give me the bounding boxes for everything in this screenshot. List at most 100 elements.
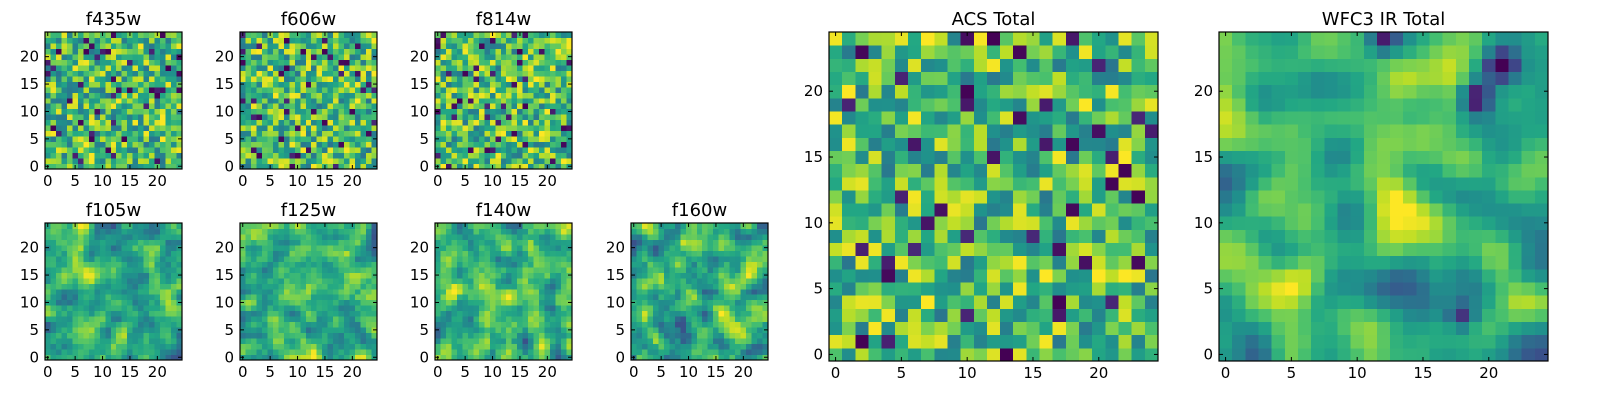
heatmap-cell [132, 266, 139, 273]
heatmap-cell [272, 233, 279, 240]
heatmap-cell [88, 59, 95, 66]
heatmap-cell [305, 147, 312, 154]
heatmap-cell [1065, 255, 1080, 270]
heatmap-cell [947, 176, 962, 191]
heatmap-cell [366, 53, 373, 60]
heatmap-cell [105, 53, 112, 60]
heatmap-cell [110, 158, 117, 165]
heatmap-cell [522, 305, 529, 312]
heatmap-cell [561, 163, 568, 170]
heatmap-cell [267, 228, 274, 235]
heatmap-cell [696, 338, 703, 345]
heatmap-cell [440, 316, 447, 323]
heatmap-cell [669, 223, 676, 229]
x-tick-label: 10 [483, 363, 502, 381]
heatmap-cell [371, 310, 378, 317]
heatmap-cell [489, 136, 496, 143]
heatmap-cell [349, 92, 356, 99]
heatmap-cell [544, 125, 551, 132]
heatmap-cell [757, 233, 764, 240]
heatmap-cell [462, 141, 469, 148]
x-tick-label: 20 [538, 363, 557, 381]
heatmap-cell [72, 316, 79, 323]
heatmap-cell [176, 305, 183, 312]
heatmap-cell [674, 277, 681, 284]
heatmap-cell [561, 299, 568, 306]
heatmap-cell [451, 299, 458, 306]
heatmap-cell [467, 70, 474, 77]
heatmap-cell [663, 349, 670, 356]
heatmap-cell [456, 223, 463, 229]
heatmap-cell [539, 299, 546, 306]
heatmap-cell [371, 343, 378, 350]
heatmap-cell [322, 152, 329, 159]
heatmap-cell [50, 32, 57, 38]
heatmap-cell [289, 92, 296, 99]
heatmap-cell [550, 59, 557, 66]
heatmap-cell [45, 310, 51, 317]
heatmap-cell [267, 81, 274, 88]
heatmap-cell [110, 92, 117, 99]
heatmap-cell [511, 272, 518, 279]
f140w-heatmap-cells [435, 223, 573, 361]
heatmap-cell [272, 42, 279, 49]
heatmap-cell [528, 119, 535, 126]
heatmap-cell [484, 147, 491, 154]
heatmap-cell [561, 261, 568, 268]
heatmap-cell [338, 130, 345, 137]
heatmap-cell [707, 277, 714, 284]
heatmap-cell [517, 299, 524, 306]
heatmap-cell [344, 250, 351, 257]
heatmap-cell [522, 86, 529, 93]
heatmap-cell [762, 332, 769, 339]
heatmap-cell [561, 349, 568, 356]
heatmap-cell [550, 338, 557, 345]
heatmap-cell [445, 37, 452, 44]
heatmap-cell [94, 97, 101, 104]
heatmap-cell [500, 277, 507, 284]
heatmap-cell [289, 250, 296, 257]
heatmap-cell [550, 343, 557, 350]
heatmap-cell [652, 261, 659, 268]
heatmap-cell [143, 37, 150, 44]
heatmap-cell [566, 130, 573, 137]
heatmap-cell [127, 59, 134, 66]
heatmap-cell [440, 130, 447, 137]
heatmap-cell [533, 130, 540, 137]
heatmap-cell [544, 136, 551, 143]
heatmap-cell [316, 233, 323, 240]
heatmap-cell [160, 354, 167, 361]
heatmap-cell [533, 332, 540, 339]
heatmap-cell [473, 125, 480, 132]
x-tick-label: 5 [70, 172, 80, 190]
heatmap-cell [105, 244, 112, 251]
heatmap-cell [121, 163, 128, 170]
heatmap-cell [121, 223, 128, 229]
heatmap-cell [647, 261, 654, 268]
heatmap-cell [718, 233, 725, 240]
heatmap-cell [713, 277, 720, 284]
heatmap-cell [154, 239, 161, 246]
heatmap-cell [371, 283, 378, 290]
heatmap-cell [366, 332, 373, 339]
heatmap-cell [445, 283, 452, 290]
heatmap-cell [94, 48, 101, 55]
heatmap-cell [544, 59, 551, 66]
heatmap-cell [322, 250, 329, 257]
heatmap-cell [72, 305, 79, 312]
heatmap-cell [868, 334, 883, 349]
heatmap-cell [506, 288, 513, 295]
heatmap-cell [55, 163, 62, 170]
heatmap-cell [245, 299, 252, 306]
heatmap-cell [105, 158, 112, 165]
heatmap-cell [110, 283, 117, 290]
heatmap-cell [127, 321, 134, 328]
heatmap-cell [478, 250, 485, 257]
heatmap-cell [636, 233, 643, 240]
heatmap-cell [360, 97, 367, 104]
heatmap-cell [245, 141, 252, 148]
heatmap-cell [311, 294, 318, 301]
heatmap-cell [294, 64, 301, 71]
heatmap-cell [868, 347, 883, 362]
heatmap-cell [456, 152, 463, 159]
